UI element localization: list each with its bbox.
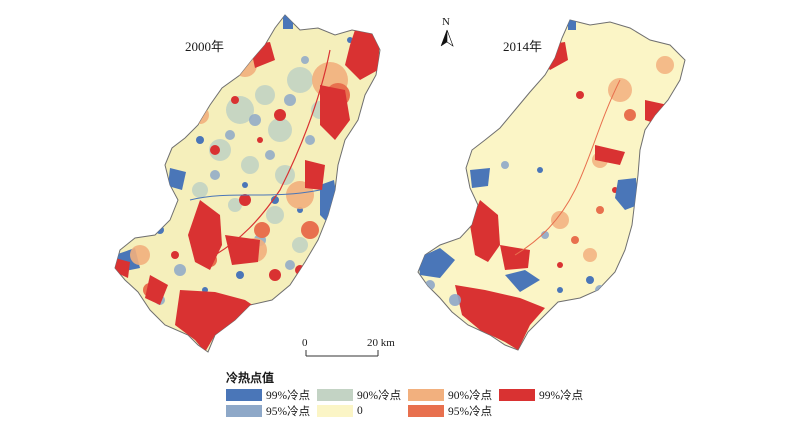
scale-bar: [305, 350, 379, 357]
scale-end-label: 20 km: [367, 337, 395, 349]
map-2014: [417, 19, 686, 351]
legend-swatch: [226, 389, 262, 401]
legend-item-cold90: 90%冷点: [317, 388, 401, 402]
legend-item-hot95: 95%冷点: [408, 404, 492, 418]
legend-swatch: [499, 389, 535, 401]
north-arrow-icon: [440, 29, 454, 47]
legend-swatch: [408, 389, 444, 401]
legend-item-cold95: 95%冷点: [226, 404, 310, 418]
legend-swatch: [317, 405, 353, 417]
legend-label: 0: [357, 405, 363, 417]
legend-label: 90%冷点: [357, 390, 402, 402]
year-label-2000: 2000年: [185, 39, 225, 54]
legend-label: 99%冷点: [539, 390, 584, 402]
legend-title: 冷热点值: [226, 371, 275, 385]
legend-swatch: [226, 405, 262, 417]
map-2000: [114, 14, 381, 353]
legend-label: 99%冷点: [266, 390, 311, 402]
legend-item-neutral: 0: [317, 404, 363, 418]
legend-label: 95%冷点: [266, 406, 311, 418]
year-label-2014: 2014年: [503, 39, 543, 54]
scale-zero-label: 0: [302, 337, 308, 349]
legend-swatch: [408, 405, 444, 417]
legend-label: 95%冷点: [448, 406, 493, 418]
map-2000-patches: [115, 15, 380, 352]
legend-label: 90%冷点: [448, 390, 493, 402]
legend-swatch: [317, 389, 353, 401]
north-label: N: [442, 16, 450, 28]
legend-item-cold99: 99%冷点: [226, 388, 310, 402]
legend-item-hot90: 90%冷点: [408, 388, 492, 402]
legend-item-hot99: 99%冷点: [499, 388, 583, 402]
